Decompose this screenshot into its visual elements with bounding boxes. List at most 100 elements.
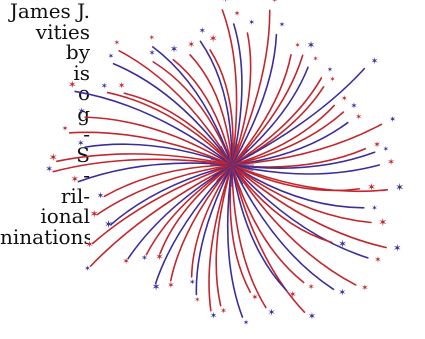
- burst-core-ray: [212, 164, 233, 177]
- sparkle-star-icon: ✶: [170, 44, 179, 56]
- sparkle-star-icon: ✶: [295, 41, 301, 50]
- burst-core-ray: [231, 164, 254, 172]
- firework-streak: [208, 164, 233, 312]
- sparkle-star-icon: ✶: [248, 17, 255, 27]
- sparkle-star-icon: ✶: [308, 282, 315, 292]
- firework-streak: [231, 104, 336, 166]
- firework-streak: [231, 164, 357, 286]
- sparkle-star-icon: ✶: [222, 0, 229, 5]
- sparkle-star-icon: ✶: [149, 47, 156, 57]
- sparkle-star-icon: ✶: [71, 175, 79, 186]
- firework-streak: [96, 164, 233, 216]
- sparkle-star-icon: ✶: [374, 256, 381, 266]
- sparkle-star-icon: ✶: [86, 240, 94, 251]
- sparkle-star-icon: ✶: [189, 278, 195, 287]
- firework-streak: [169, 164, 233, 282]
- sparkle-star-icon: ✶: [313, 54, 319, 63]
- firework-streak: [231, 164, 306, 313]
- firework-streak: [199, 40, 233, 166]
- firework-streak: [154, 164, 233, 285]
- text-line-10: ril-: [60, 183, 90, 208]
- sparkle-star-icon: ✶: [243, 318, 249, 327]
- sparkle-star-icon: ✶: [371, 203, 377, 212]
- firework-streak: [231, 77, 323, 166]
- sparkle-star-icon: ✶: [338, 238, 347, 251]
- sparkle-star-icon: ✶: [141, 253, 148, 263]
- sparkle-star-icon: ✶: [307, 40, 316, 52]
- text-line-4: is: [73, 60, 90, 85]
- sparkle-star-icon: ✶: [108, 51, 114, 60]
- burst-core-ray: [212, 153, 233, 166]
- sparkle-star-icon: ✶: [68, 80, 77, 91]
- text-line-11: ional: [40, 204, 90, 228]
- firework-streak: [231, 164, 387, 249]
- firework-streak: [231, 164, 369, 259]
- firework-streak: [127, 164, 233, 260]
- sparkle-star-icon: ✶: [338, 288, 346, 299]
- firework-streak: [123, 92, 233, 166]
- firework-streak: [106, 91, 233, 166]
- text-line-2: vities: [35, 19, 90, 44]
- firework-streak: [77, 162, 233, 183]
- sparkle-star-icon: ✶: [45, 164, 53, 175]
- sparkle-star-icon: ✶: [268, 307, 276, 318]
- firework-streak: [91, 164, 233, 245]
- burst-core-ray: [231, 149, 248, 166]
- burst-core-ray: [220, 164, 233, 185]
- firework-streak: [231, 164, 361, 192]
- firework-streak: [231, 164, 333, 244]
- article-text-fragment: James J. vities by is o g - S - ril- ion…: [0, 0, 90, 339]
- firework-streak: [68, 131, 233, 166]
- firework-streak: [231, 164, 267, 309]
- burst-core-ray: [216, 149, 233, 166]
- firework-streak: [103, 164, 233, 198]
- sparkle-star-icon: ✶: [84, 264, 91, 273]
- firework-streak: [221, 9, 238, 166]
- sparkle-star-icon: ✶: [289, 289, 297, 300]
- firework-streak: [152, 46, 233, 166]
- burst-core-ray: [231, 143, 239, 166]
- firework-streak: [231, 67, 366, 166]
- sparkle-star-icon: ✶: [355, 112, 362, 122]
- firework-streak: [226, 164, 244, 318]
- sparkle-star-icon: ✶: [149, 33, 155, 42]
- burst-core-ray: [225, 164, 233, 187]
- sparkle-star-icon: ✶: [77, 139, 84, 149]
- sparkle-star-icon: ✶: [78, 106, 86, 117]
- firework-streak: [84, 143, 233, 166]
- sparkle-star-icon: ✶: [308, 312, 316, 323]
- firework-streak: [231, 54, 292, 166]
- text-line-9: -: [83, 163, 90, 187]
- burst-core-ray: [231, 153, 252, 166]
- sparkle-star-icon: ✶: [330, 74, 336, 83]
- sparkle-star-icon: ✶: [350, 101, 357, 111]
- sparkle-star-icon: ✶: [387, 158, 395, 168]
- firework-streak: [52, 158, 233, 173]
- firework-streak: [231, 164, 335, 291]
- sparkle-star-icon: ✶: [104, 218, 113, 231]
- sparkle-star-icon: ✶: [378, 216, 387, 229]
- sparkle-star-icon: ✶: [341, 94, 348, 103]
- sparkle-star-icon: ✶: [101, 80, 108, 90]
- firework-streak: [231, 32, 252, 166]
- sparkle-star-icon: ✶: [114, 38, 120, 47]
- firework-streak: [209, 49, 234, 166]
- burst-core-ray: [216, 164, 233, 181]
- sparkle-star-icon: ✶: [220, 306, 227, 316]
- sparkle-star-icon: ✶: [62, 124, 69, 133]
- sparkle-star-icon: ✶: [367, 182, 376, 194]
- firework-streak: [56, 153, 233, 166]
- firework-streak: [74, 90, 233, 166]
- sparkle-star-icon: ✶: [152, 280, 161, 293]
- burst-core-ray: [225, 143, 233, 166]
- text-line-6: g: [77, 101, 90, 126]
- text-line-8: S: [76, 142, 90, 167]
- firework-streak: [231, 54, 304, 166]
- sparkle-star-icon: ✶: [118, 82, 126, 92]
- firework-streak: [231, 151, 376, 169]
- burst-core-ray: [220, 145, 233, 166]
- sparkle-star-icon: ✶: [251, 293, 258, 303]
- burst-core-ray: [210, 158, 233, 166]
- sparkle-star-icon: ✶: [90, 207, 99, 220]
